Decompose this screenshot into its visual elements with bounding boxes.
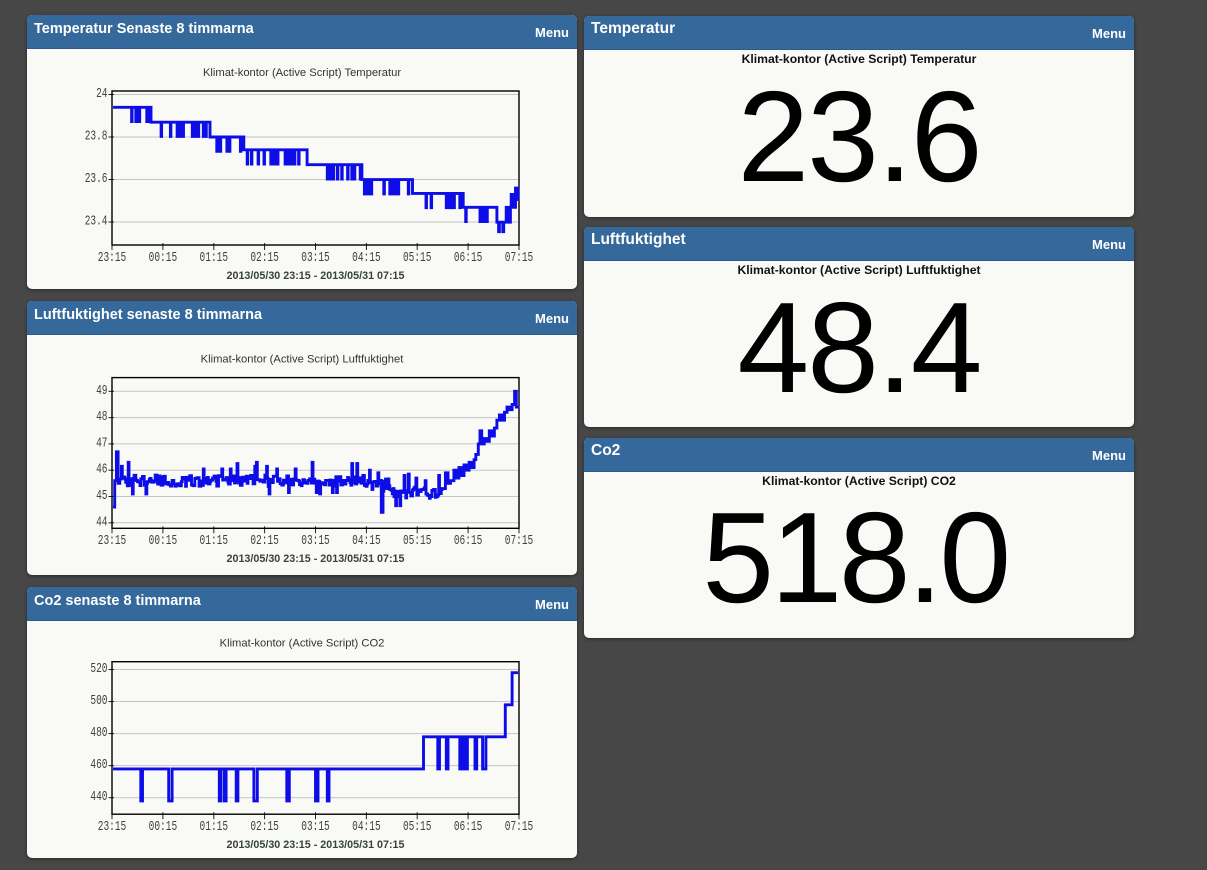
svg-text:520: 520 [90,662,107,677]
svg-text:Klimat-kontor (Active Script): Klimat-kontor (Active Script) Luftfuktig… [201,354,405,366]
svg-text:2013/05/30 23:15 - 2013/05/31: 2013/05/30 23:15 - 2013/05/31 07:15 [227,839,405,851]
svg-text:00:15: 00:15 [149,534,178,549]
svg-text:500: 500 [90,694,107,709]
svg-text:Klimat-kontor (Active Script): Klimat-kontor (Active Script) Temperatur [203,67,401,79]
svg-text:45: 45 [96,489,107,504]
svg-text:02:15: 02:15 [250,820,279,835]
svg-text:04:15: 04:15 [352,251,381,266]
svg-text:23:15: 23:15 [98,251,127,266]
svg-text:03:15: 03:15 [301,534,330,549]
svg-text:23:15: 23:15 [98,820,127,835]
svg-text:480: 480 [90,726,107,741]
svg-text:23.4: 23.4 [85,215,108,230]
svg-text:44: 44 [96,515,107,530]
svg-text:460: 460 [90,758,107,773]
svg-text:05:15: 05:15 [403,820,432,835]
svg-text:23.6: 23.6 [85,172,108,187]
svg-text:07:15: 07:15 [505,820,534,835]
svg-text:05:15: 05:15 [403,251,432,266]
svg-text:24: 24 [96,87,107,102]
svg-text:2013/05/30 23:15 - 2013/05/31: 2013/05/30 23:15 - 2013/05/31 07:15 [227,270,405,282]
svg-text:02:15: 02:15 [250,251,279,266]
svg-text:23.8: 23.8 [85,130,108,145]
svg-text:01:15: 01:15 [200,534,229,549]
svg-text:48: 48 [96,410,107,425]
svg-text:00:15: 00:15 [149,251,178,266]
svg-text:00:15: 00:15 [149,820,178,835]
svg-text:07:15: 07:15 [505,251,534,266]
svg-text:47: 47 [96,436,107,451]
svg-text:03:15: 03:15 [301,251,330,266]
svg-text:06:15: 06:15 [454,251,483,266]
svg-text:49: 49 [96,384,107,399]
svg-text:06:15: 06:15 [454,534,483,549]
svg-text:02:15: 02:15 [250,534,279,549]
svg-text:23:15: 23:15 [98,534,127,549]
svg-text:03:15: 03:15 [301,820,330,835]
svg-text:04:15: 04:15 [352,534,381,549]
svg-text:Klimat-kontor (Active Script): Klimat-kontor (Active Script) CO2 [220,638,385,650]
svg-text:06:15: 06:15 [454,820,483,835]
svg-text:01:15: 01:15 [200,251,229,266]
svg-text:07:15: 07:15 [505,534,534,549]
svg-text:04:15: 04:15 [352,820,381,835]
svg-text:01:15: 01:15 [200,820,229,835]
svg-text:05:15: 05:15 [403,534,432,549]
svg-text:46: 46 [96,463,107,478]
svg-text:2013/05/30 23:15 - 2013/05/31: 2013/05/30 23:15 - 2013/05/31 07:15 [227,553,405,565]
svg-text:440: 440 [90,790,107,805]
